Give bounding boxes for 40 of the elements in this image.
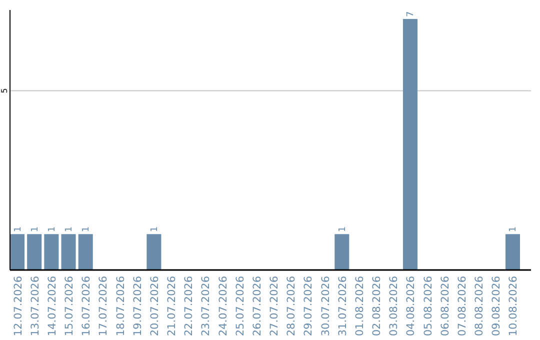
x-tick-label: 07.08.2026 (456, 276, 468, 336)
x-tick-label: 09.08.2026 (490, 276, 503, 336)
data-label: 1 (47, 226, 58, 232)
x-tick-label: 31.07.2026 (336, 276, 349, 336)
data-label: 1 (338, 226, 348, 232)
x-tick-label: 12.07.2026 (12, 276, 24, 336)
x-tick-label: 18.07.2026 (114, 276, 127, 336)
x-tick-label: 13.07.2026 (29, 276, 42, 336)
data-label: 1 (82, 226, 92, 232)
y-tick-label: 5 (0, 88, 9, 94)
x-tick-label: 14.07.2026 (46, 276, 58, 336)
x-tick-label: 06.08.2026 (439, 276, 452, 336)
data-label: 1 (13, 226, 24, 232)
x-tick-label: 19.07.2026 (132, 276, 144, 336)
x-tick-label: 26.07.2026 (251, 276, 264, 336)
x-tick-label: 15.07.2026 (64, 276, 76, 336)
x-tick-label: 29.07.2026 (302, 276, 315, 336)
x-tick-label: 23.07.2026 (200, 276, 212, 336)
x-tick-label: 03.08.2026 (388, 276, 400, 336)
x-tick-label: 05.08.2026 (422, 276, 434, 336)
x-tick-label: 30.07.2026 (320, 276, 332, 336)
x-tick-label: 10.08.2026 (508, 276, 520, 336)
data-label: 1 (508, 226, 519, 232)
x-tick-label: 22.07.2026 (183, 276, 196, 336)
x-tick-label: 24.07.2026 (217, 276, 230, 336)
x-tick-label: 01.08.2026 (354, 276, 366, 336)
x-tick-label: 25.07.2026 (234, 276, 246, 336)
x-tick-label: 02.08.2026 (371, 276, 384, 336)
x-tick-label: 21.07.2026 (166, 276, 178, 336)
data-label: 7 (406, 11, 416, 17)
data-label: 1 (30, 226, 40, 232)
data-label: 1 (64, 226, 75, 232)
x-tick-label: 08.08.2026 (474, 276, 486, 336)
x-tick-label: 17.07.2026 (98, 276, 110, 336)
data-label: 1 (150, 226, 160, 232)
x-tick-label: 27.07.2026 (268, 276, 281, 336)
x-tick-label: 28.07.2026 (286, 276, 298, 336)
x-tick-label: 16.07.2026 (80, 276, 93, 336)
x-tick-label: 04.08.2026 (405, 276, 418, 336)
x-tick-label: 20.07.2026 (148, 276, 161, 336)
